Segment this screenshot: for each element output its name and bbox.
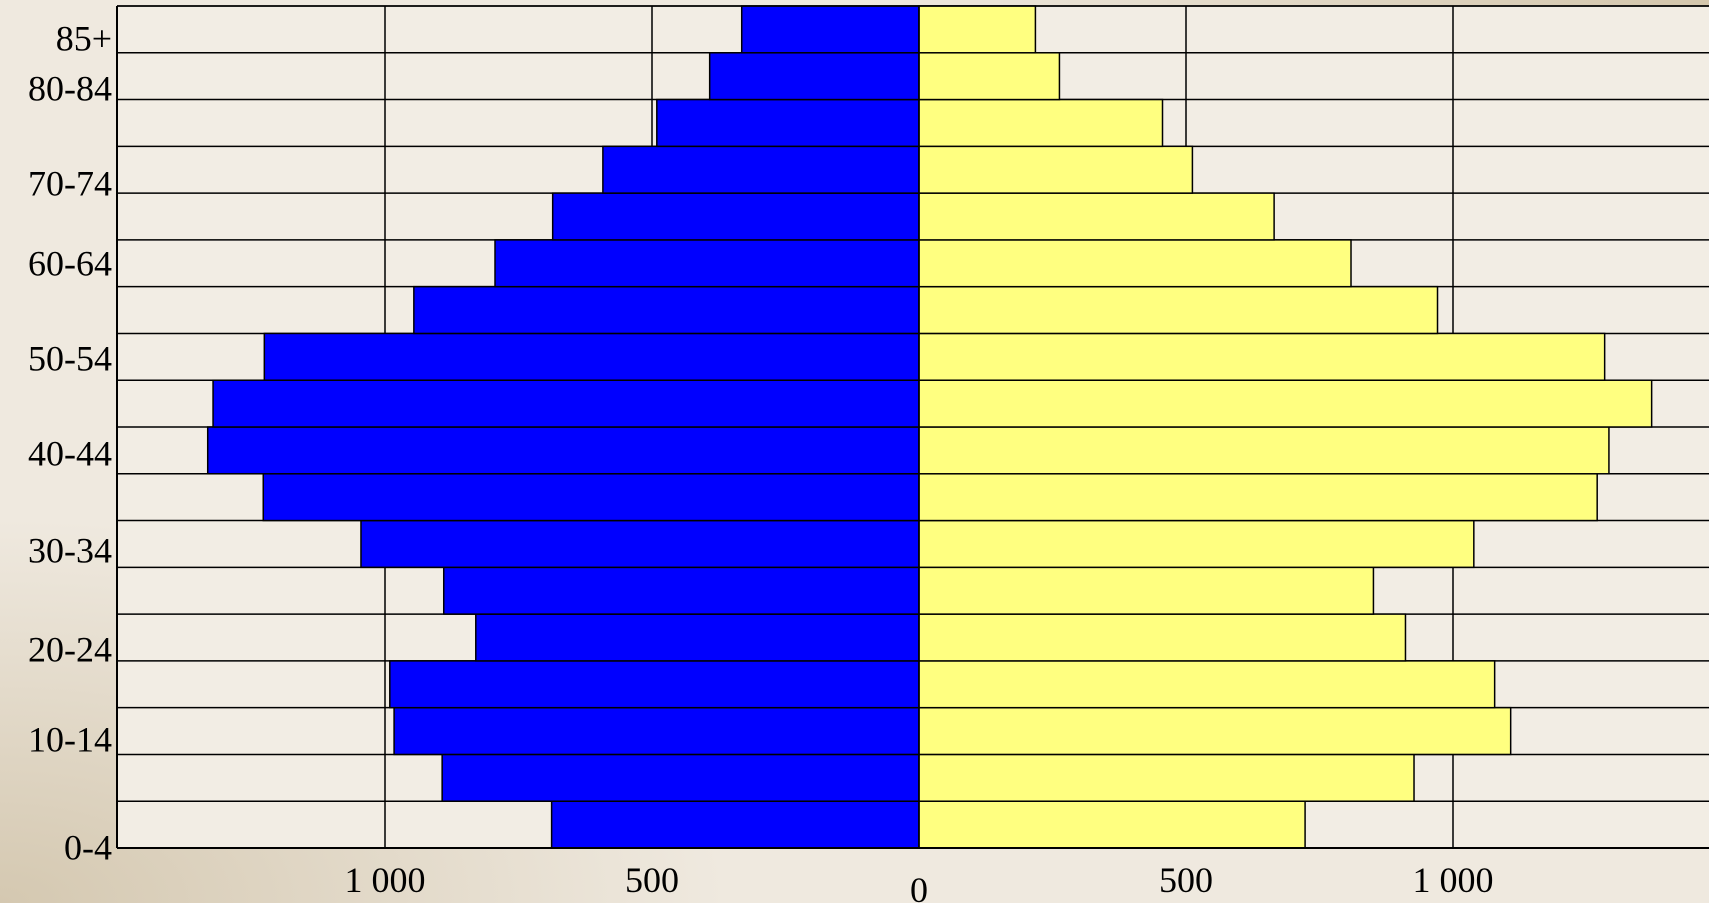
y-tick-label: 80-84 xyxy=(28,68,112,108)
bar-right-5-9 xyxy=(918,753,1415,802)
bar-left-30-34 xyxy=(360,519,920,569)
bar-right-50-54 xyxy=(918,332,1606,381)
bar-left-70-74 xyxy=(602,145,920,194)
x-tick-label: 1 000 xyxy=(345,860,426,900)
y-tick-label: 30-34 xyxy=(28,530,112,570)
bar-right-45-49 xyxy=(918,379,1653,428)
bar-left-25-29 xyxy=(442,566,920,615)
x-tick-label: 500 xyxy=(625,860,679,900)
bar-right-85+ xyxy=(918,5,1037,54)
bar-left-15-19 xyxy=(389,660,920,709)
bar-right-0-4 xyxy=(918,800,1306,849)
bar-left-5-9 xyxy=(441,753,920,802)
bar-right-55-59 xyxy=(918,285,1439,335)
bar-right-65-69 xyxy=(918,192,1275,241)
y-tick-label: 60-64 xyxy=(28,243,112,283)
y-tick-label: 20-24 xyxy=(28,629,112,669)
y-tick-label: 70-74 xyxy=(28,163,112,203)
bar-left-40-44 xyxy=(206,426,920,475)
bar-right-35-39 xyxy=(918,473,1598,522)
bar-right-15-19 xyxy=(918,660,1496,709)
bar-right-30-34 xyxy=(918,519,1475,569)
x-tick-label: 0 xyxy=(910,870,928,903)
bar-right-80-84 xyxy=(918,52,1061,101)
bar-left-60-64 xyxy=(494,239,920,288)
bar-left-10-14 xyxy=(393,706,920,756)
y-tick-label: 50-54 xyxy=(28,338,112,378)
bar-left-35-39 xyxy=(262,473,920,522)
bar-left-50-54 xyxy=(263,332,920,381)
bar-left-75-79 xyxy=(656,98,920,148)
bar-left-0-4 xyxy=(550,800,920,849)
bar-left-80-84 xyxy=(708,52,920,101)
bar-left-20-24 xyxy=(475,613,920,662)
bar-right-60-64 xyxy=(918,239,1352,288)
bar-left-55-59 xyxy=(413,285,920,335)
y-tick-label: 40-44 xyxy=(28,433,112,473)
y-tick-label: 85+ xyxy=(56,18,112,58)
bar-right-25-29 xyxy=(918,566,1375,615)
bar-left-65-69 xyxy=(551,192,920,241)
bar-right-75-79 xyxy=(918,98,1164,148)
x-tick-label: 500 xyxy=(1159,860,1213,900)
y-tick-label: 10-14 xyxy=(28,719,112,759)
x-tick-label: 1 000 xyxy=(1413,860,1494,900)
bar-right-40-44 xyxy=(918,426,1610,475)
bar-right-10-14 xyxy=(918,706,1512,756)
bar-left-45-49 xyxy=(212,379,920,428)
y-tick-label: 0-4 xyxy=(64,827,112,867)
bar-right-20-24 xyxy=(918,613,1407,662)
bar-left-85+ xyxy=(740,5,920,54)
bar-right-70-74 xyxy=(918,145,1194,194)
